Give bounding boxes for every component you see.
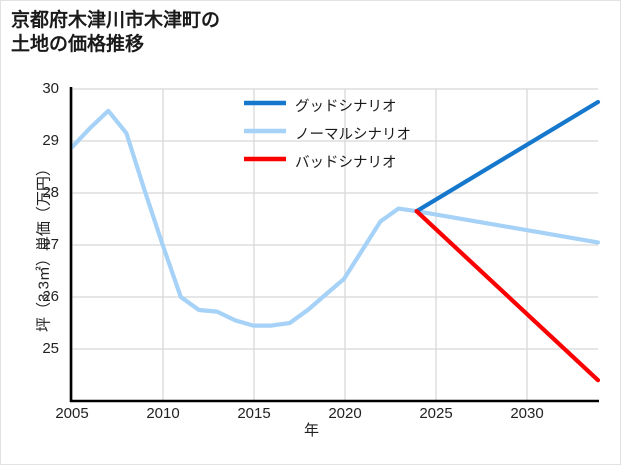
legend-label-good: グッドシナリオ	[295, 99, 397, 115]
series-line-good	[414, 99, 601, 214]
x-tick-label-2020: 2020	[328, 405, 362, 422]
y-axis-label: 坪（3.3㎡）単価（万円）	[35, 161, 53, 332]
legend-swatches	[244, 100, 286, 162]
series-line-normal	[69, 108, 601, 328]
y-tick-label-30: 30	[42, 80, 59, 97]
y-tick-label-28: 28	[42, 184, 59, 201]
x-tick-label-2025: 2025	[419, 405, 453, 422]
data-series	[69, 99, 601, 383]
legend-label-normal: ノーマルシナリオ	[295, 127, 411, 143]
axis-lines	[69, 87, 599, 403]
page-title: 京都府木津川市木津町の 土地の価格推移	[11, 10, 221, 56]
x-tick-label-2010: 2010	[146, 405, 180, 422]
y-tick-label-26: 26	[42, 288, 59, 305]
x-tick-label-2015: 2015	[237, 405, 271, 422]
y-tick-label-25: 25	[42, 340, 59, 357]
y-tick-label-27: 27	[42, 236, 59, 253]
x-axis-label: 年	[303, 422, 319, 439]
series-line-bad	[414, 209, 601, 383]
x-tick-label-2005: 2005	[55, 405, 89, 422]
x-tick-label-2030: 2030	[510, 405, 544, 422]
y-tick-label-29: 29	[42, 132, 59, 149]
legend-label-bad: バッドシナリオ	[295, 155, 397, 171]
